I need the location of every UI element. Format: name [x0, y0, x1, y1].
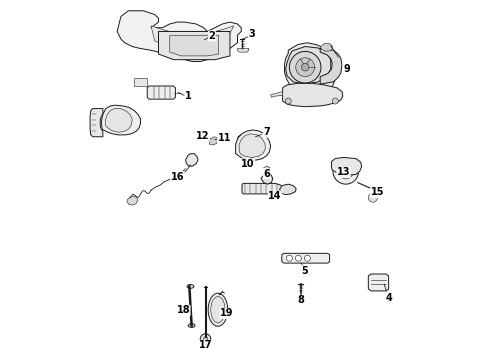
Polygon shape	[242, 183, 283, 194]
Circle shape	[338, 164, 353, 179]
Polygon shape	[158, 31, 230, 60]
Circle shape	[296, 58, 315, 77]
Ellipse shape	[208, 293, 228, 326]
Text: 16: 16	[171, 172, 184, 181]
Ellipse shape	[243, 136, 246, 141]
Text: 5: 5	[301, 266, 308, 276]
Polygon shape	[238, 134, 258, 143]
Text: 7: 7	[264, 127, 270, 137]
Polygon shape	[134, 78, 147, 86]
Polygon shape	[236, 130, 270, 160]
Polygon shape	[239, 134, 265, 157]
Text: 12: 12	[196, 131, 210, 141]
Circle shape	[304, 255, 311, 261]
Circle shape	[203, 337, 208, 341]
Polygon shape	[90, 109, 103, 137]
Text: 18: 18	[176, 306, 190, 315]
Polygon shape	[186, 154, 198, 166]
Text: 17: 17	[199, 341, 212, 350]
Ellipse shape	[211, 297, 225, 323]
Circle shape	[295, 255, 301, 261]
Circle shape	[286, 255, 293, 261]
Polygon shape	[320, 44, 332, 51]
Polygon shape	[209, 137, 218, 145]
Polygon shape	[332, 157, 362, 175]
Polygon shape	[105, 108, 132, 132]
Polygon shape	[151, 26, 234, 48]
Circle shape	[285, 98, 291, 104]
Text: 6: 6	[264, 168, 270, 179]
Text: 2: 2	[209, 31, 215, 41]
Ellipse shape	[247, 136, 251, 141]
Polygon shape	[368, 274, 389, 291]
Text: 10: 10	[241, 159, 255, 169]
Polygon shape	[127, 196, 138, 205]
Text: 9: 9	[343, 64, 350, 74]
Polygon shape	[283, 84, 343, 107]
Ellipse shape	[187, 284, 194, 288]
Polygon shape	[286, 46, 331, 84]
Circle shape	[200, 334, 211, 344]
Text: 8: 8	[297, 295, 304, 305]
Circle shape	[332, 98, 338, 104]
Ellipse shape	[251, 136, 255, 141]
Polygon shape	[170, 35, 219, 56]
Circle shape	[333, 158, 359, 184]
Polygon shape	[264, 166, 270, 171]
Polygon shape	[238, 48, 249, 52]
Text: 4: 4	[385, 293, 392, 303]
Polygon shape	[117, 11, 241, 62]
Ellipse shape	[188, 324, 195, 327]
Polygon shape	[285, 43, 337, 95]
Polygon shape	[101, 105, 141, 135]
Polygon shape	[261, 174, 273, 184]
Text: 1: 1	[185, 91, 192, 101]
Text: 11: 11	[218, 132, 231, 143]
Polygon shape	[280, 184, 296, 195]
Polygon shape	[270, 92, 283, 97]
Circle shape	[290, 51, 321, 83]
Polygon shape	[147, 86, 175, 99]
Text: 15: 15	[370, 188, 384, 197]
Text: 14: 14	[269, 191, 282, 201]
Circle shape	[368, 193, 377, 202]
Text: 19: 19	[220, 309, 234, 319]
Text: 13: 13	[337, 167, 350, 177]
Polygon shape	[320, 48, 342, 84]
Circle shape	[301, 63, 309, 71]
Text: 3: 3	[248, 30, 255, 40]
Polygon shape	[282, 253, 330, 263]
Circle shape	[343, 168, 349, 174]
